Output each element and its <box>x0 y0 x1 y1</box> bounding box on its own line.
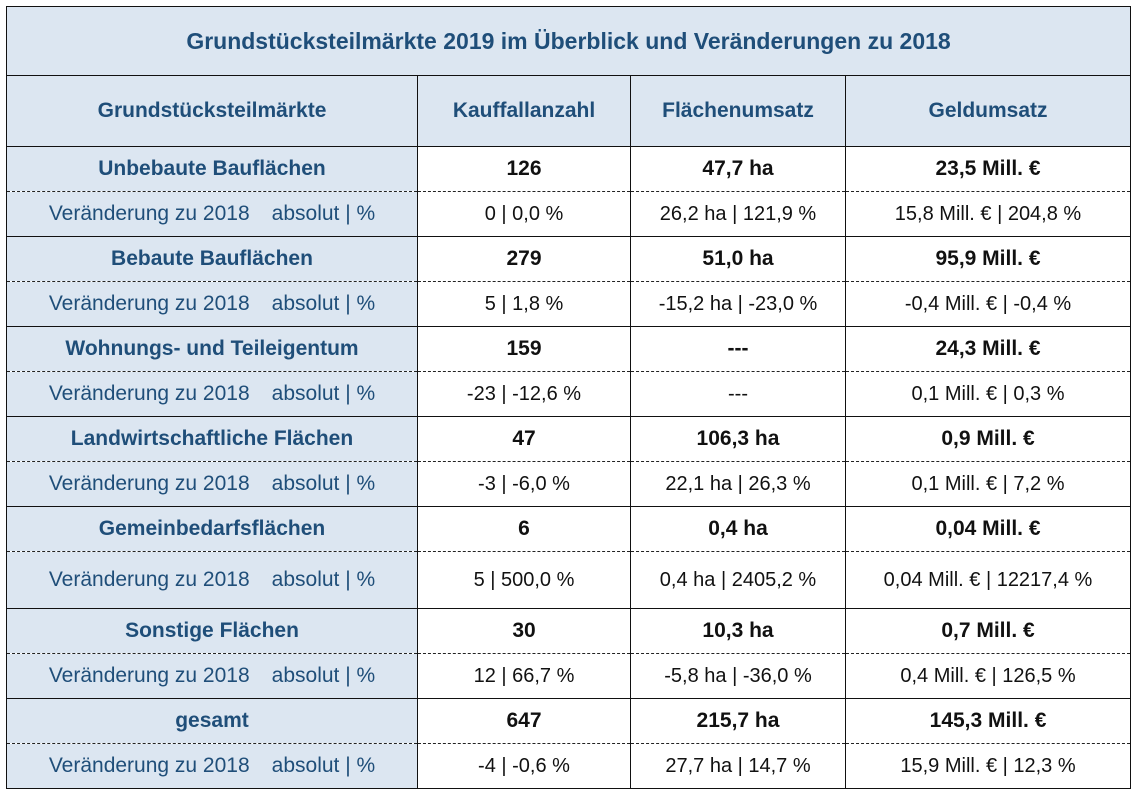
column-header-market: Grundstücksteilmärkte <box>6 75 418 147</box>
table-row-market: Landwirtschaftliche Flächen 47 106,3 ha 0,9… <box>6 416 1132 462</box>
change-label-suffix: absolut | % <box>271 754 376 777</box>
area-value: 0,4 ha <box>630 506 846 552</box>
column-header-area: Flächenumsatz <box>630 75 846 147</box>
table-row-market: Unbebaute Bauflächen 126 47,7 ha 23,5 Mill.… <box>6 146 1132 192</box>
change-label-suffix: absolut | % <box>271 202 376 225</box>
change-label: Veränderung zu 2018 absolut | % <box>6 551 418 609</box>
area-value: 106,3 ha <box>630 416 846 462</box>
count-value: 126 <box>417 146 631 192</box>
change-label: Veränderung zu 2018 absolut | % <box>6 653 418 699</box>
market-name: Bebaute Bauflächen <box>6 236 418 282</box>
change-label-text: Veränderung zu 2018 <box>48 664 250 687</box>
money-change: 15,8 Mill. € | 204,8 % <box>844 191 1132 237</box>
table-row-change: Veränderung zu 2018 absolut | % -4 | -0,6 … <box>6 743 1132 789</box>
column-header-money: Geldumsatz <box>844 75 1132 147</box>
area-change: 26,2 ha | 121,9 % <box>630 191 846 237</box>
table-row-change: Veränderung zu 2018 absolut | % -3 | -6,0 … <box>6 461 1132 507</box>
table-body: Unbebaute Bauflächen 126 47,7 ha 23,5 Mill.… <box>6 146 1132 789</box>
money-value: 0,7 Mill. € <box>844 608 1132 654</box>
market-name: Sonstige Flächen <box>6 608 418 654</box>
change-label: Veränderung zu 2018 absolut | % <box>6 191 418 237</box>
table-row-change: Veränderung zu 2018 absolut | % 12 | 66,7 … <box>6 653 1132 699</box>
column-header-count: Kauffallanzahl <box>417 75 631 147</box>
market-name: gesamt <box>6 698 418 744</box>
table-row-market: Bebaute Bauflächen 279 51,0 ha 95,9 Mill. € <box>6 236 1132 282</box>
change-label-suffix: absolut | % <box>271 472 376 495</box>
market-name: Landwirtschaftliche Flächen <box>6 416 418 462</box>
change-label: Veränderung zu 2018 absolut | % <box>6 371 418 417</box>
change-label-text: Veränderung zu 2018 <box>48 754 250 777</box>
area-value: 47,7 ha <box>630 146 846 192</box>
change-label-text: Veränderung zu 2018 <box>48 292 250 315</box>
money-value: 24,3 Mill. € <box>844 326 1132 372</box>
money-value: 95,9 Mill. € <box>844 236 1132 282</box>
change-label-suffix: absolut | % <box>271 382 376 405</box>
area-change: 27,7 ha | 14,7 % <box>630 743 846 789</box>
change-label-text: Veränderung zu 2018 <box>48 202 250 225</box>
money-change: 0,1 Mill. € | 7,2 % <box>844 461 1132 507</box>
table-row-market: gesamt 647 215,7 ha 145,3 Mill. € <box>6 698 1132 744</box>
area-value: 215,7 ha <box>630 698 846 744</box>
count-value: 647 <box>417 698 631 744</box>
table-title: Grundstücksteilmärkte 2019 im Überblick … <box>5 6 1132 76</box>
change-label-text: Veränderung zu 2018 <box>48 382 250 405</box>
money-value: 23,5 Mill. € <box>844 146 1132 192</box>
money-change: 15,9 Mill. € | 12,3 % <box>844 743 1132 789</box>
money-value: 0,04 Mill. € <box>844 506 1132 552</box>
money-value: 0,9 Mill. € <box>844 416 1132 462</box>
area-value: --- <box>630 326 846 372</box>
change-label: Veränderung zu 2018 absolut | % <box>6 743 418 789</box>
title-row: Grundstücksteilmärkte 2019 im Überblick … <box>5 6 1132 76</box>
market-name: Gemeinbedarfsflächen <box>6 506 418 552</box>
table-row-change: Veränderung zu 2018 absolut | % 5 | 500,0 … <box>6 551 1132 609</box>
count-change: -3 | -6,0 % <box>417 461 631 507</box>
count-change: 5 | 500,0 % <box>417 551 631 609</box>
change-label-text: Veränderung zu 2018 <box>48 568 250 591</box>
market-overview-table: Grundstücksteilmärkte 2019 im Überblick … <box>5 6 1132 789</box>
area-change: -15,2 ha | -23,0 % <box>630 281 846 327</box>
change-label-suffix: absolut | % <box>271 292 376 315</box>
change-label-suffix: absolut | % <box>271 664 376 687</box>
change-label-suffix: absolut | % <box>271 568 376 591</box>
count-change: 5 | 1,8 % <box>417 281 631 327</box>
market-name: Wohnungs- und Teileigentum <box>6 326 418 372</box>
count-value: 6 <box>417 506 631 552</box>
money-change: -0,4 Mill. € | -0,4 % <box>844 281 1132 327</box>
money-change: 0,4 Mill. € | 126,5 % <box>844 653 1132 699</box>
count-value: 279 <box>417 236 631 282</box>
area-value: 10,3 ha <box>630 608 846 654</box>
table-row-change: Veränderung zu 2018 absolut | % 0 | 0,0 % 2… <box>6 191 1132 237</box>
money-change: 0,1 Mill. € | 0,3 % <box>844 371 1132 417</box>
table-row-market: Sonstige Flächen 30 10,3 ha 0,7 Mill. € <box>6 608 1132 654</box>
count-change: -4 | -0,6 % <box>417 743 631 789</box>
area-change: --- <box>630 371 846 417</box>
change-label-text: Veränderung zu 2018 <box>48 472 250 495</box>
count-change: 0 | 0,0 % <box>417 191 631 237</box>
area-change: 22,1 ha | 26,3 % <box>630 461 846 507</box>
change-label: Veränderung zu 2018 absolut | % <box>6 281 418 327</box>
count-value: 47 <box>417 416 631 462</box>
area-value: 51,0 ha <box>630 236 846 282</box>
table-row-change: Veränderung zu 2018 absolut | % 5 | 1,8 % -… <box>6 281 1132 327</box>
table-row-change: Veränderung zu 2018 absolut | % -23 | -12,… <box>6 371 1132 417</box>
count-value: 159 <box>417 326 631 372</box>
count-change: 12 | 66,7 % <box>417 653 631 699</box>
count-change: -23 | -12,6 % <box>417 371 631 417</box>
change-label: Veränderung zu 2018 absolut | % <box>6 461 418 507</box>
money-change: 0,04 Mill. € | 12217,4 % <box>844 551 1132 609</box>
market-name: Unbebaute Bauflächen <box>6 146 418 192</box>
area-change: 0,4 ha | 2405,2 % <box>630 551 846 609</box>
table-row-market: Wohnungs- und Teileigentum 159 --- 24,3 Mil… <box>6 326 1132 372</box>
money-value: 145,3 Mill. € <box>844 698 1132 744</box>
table-row-market: Gemeinbedarfsflächen 6 0,4 ha 0,04 Mill. € <box>6 506 1132 552</box>
area-change: -5,8 ha | -36,0 % <box>630 653 846 699</box>
header-row: Grundstücksteilmärkte Kauffallanzahl Flä… <box>6 75 1132 147</box>
count-value: 30 <box>417 608 631 654</box>
